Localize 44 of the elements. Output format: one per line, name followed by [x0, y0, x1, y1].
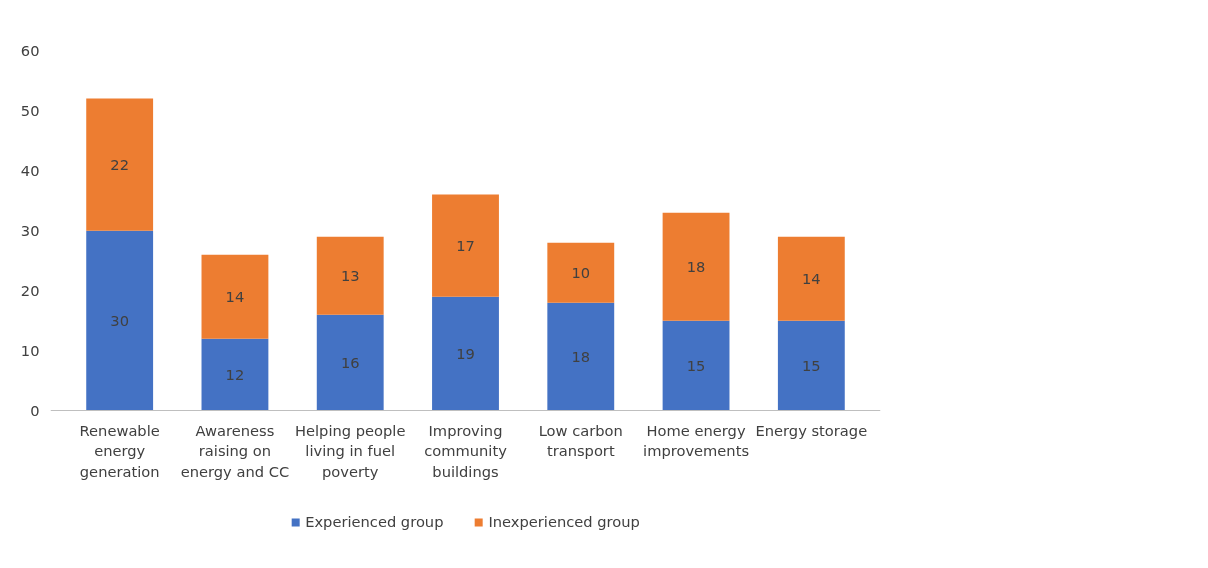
- x-tick-label: Low carbon transport: [538, 421, 623, 460]
- x-tick-label: Energy storage: [755, 421, 868, 439]
- data-label: 22: [110, 155, 129, 173]
- data-label: 15: [686, 356, 706, 374]
- bar: [86, 230, 154, 411]
- bar: [547, 302, 615, 411]
- data-label: 30: [110, 311, 129, 329]
- bar: [662, 212, 730, 321]
- legend-label: Experienced group: [305, 513, 444, 530]
- bar: [86, 98, 154, 231]
- data-label: 17: [456, 236, 475, 254]
- data-label: 16: [340, 353, 360, 371]
- y-tick-label: 30: [20, 221, 40, 239]
- bar: [432, 194, 499, 297]
- bar: [201, 254, 269, 339]
- data-label: 14: [802, 269, 821, 287]
- data-label: 18: [686, 257, 706, 275]
- x-tick-label: Home energy improvements: [643, 421, 750, 460]
- y-tick-label: 20: [20, 281, 40, 299]
- data-label: 15: [802, 356, 821, 374]
- bar: [662, 320, 730, 411]
- bar: [201, 338, 269, 411]
- data-label: 18: [571, 347, 591, 365]
- y-tick-label: 0: [30, 401, 40, 419]
- x-tick-label: Awareness raising on energy and CC: [180, 421, 290, 480]
- legend-label: Inexperienced group: [488, 513, 640, 530]
- bar: [777, 320, 845, 411]
- y-tick-label: 40: [20, 161, 40, 179]
- y-tick-label: 60: [20, 41, 40, 59]
- bar: [547, 242, 615, 303]
- bar: [316, 314, 384, 411]
- data-label: 14: [225, 287, 245, 305]
- bar: [316, 236, 384, 315]
- data-label: 12: [225, 365, 245, 383]
- x-tick-label: Improving community buildings: [424, 421, 508, 480]
- x-tick-label: Helping people living in fuel poverty: [295, 421, 406, 480]
- data-label: 19: [456, 344, 475, 362]
- data-label: 13: [340, 266, 360, 284]
- y-tick-label: 10: [20, 341, 40, 359]
- y-tick-label: 50: [20, 101, 40, 119]
- bar: [432, 296, 499, 411]
- data-label: 10: [571, 263, 591, 281]
- bar: [777, 236, 845, 321]
- x-tick-label: Renewable energy generation: [79, 421, 160, 480]
